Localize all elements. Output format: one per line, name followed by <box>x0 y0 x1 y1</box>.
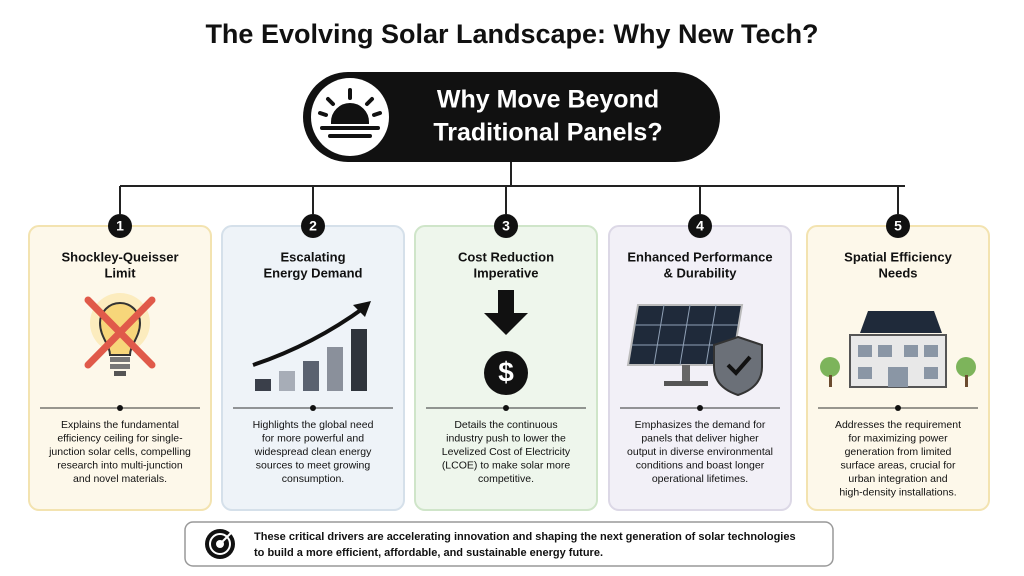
card-title: Escalating <box>280 249 345 264</box>
card-title: Enhanced Performance <box>627 249 772 264</box>
footer-line: These critical drivers are accelerating … <box>254 531 796 543</box>
card-title: Energy Demand <box>264 265 363 280</box>
divider-dot <box>503 405 509 411</box>
card-title: Imperative <box>473 265 538 280</box>
card-number: 3 <box>502 218 510 234</box>
divider-dot <box>310 405 316 411</box>
card-description: consumption. <box>282 473 344 485</box>
card-number: 1 <box>116 218 124 234</box>
card-description: for more powerful and <box>262 432 364 444</box>
number-badge <box>301 214 325 238</box>
footer-box <box>184 521 834 567</box>
card-description: surface areas, crucial for <box>841 459 956 471</box>
header-pill <box>303 72 720 162</box>
card-description: for maximizing power <box>848 432 948 444</box>
card-description: operational lifetimes. <box>652 473 748 485</box>
card-description: Emphasizes the demand for <box>635 419 766 431</box>
card-description: Details the continuous <box>454 419 557 431</box>
card-description: panels that deliver higher <box>641 432 759 444</box>
target-icon <box>205 529 235 559</box>
lightbulb-icon <box>84 293 156 376</box>
divider-dot <box>117 405 123 411</box>
card-description: (LCOE) to make solar more <box>442 459 571 471</box>
divider-dot <box>697 405 703 411</box>
card-title: Limit <box>104 265 136 280</box>
growth-chart-icon <box>252 301 371 391</box>
card-number: 2 <box>309 218 317 234</box>
card-title: Spatial Efficiency <box>844 249 952 264</box>
card-description: Highlights the global need <box>253 419 374 431</box>
card-description: Addresses the requirement <box>835 419 961 431</box>
sun-icon <box>318 88 382 138</box>
card-description: widespread clean energy <box>254 446 372 458</box>
card-description: urban integration and <box>848 473 947 485</box>
card-description: junction solar cells, compelling <box>48 446 191 458</box>
card-description: sources to meet growing <box>256 459 371 471</box>
card-description: generation from limited <box>845 446 952 458</box>
card-title: & Durability <box>664 265 738 280</box>
connector <box>120 162 905 187</box>
card-number: 5 <box>894 218 902 234</box>
number-badge <box>494 214 518 238</box>
divider-dot <box>895 405 901 411</box>
card-description: Explains the fundamental <box>61 419 179 431</box>
card-description: output in diverse environmental <box>627 446 773 458</box>
cost-icon: $ <box>484 290 528 395</box>
page-title: The Evolving Solar Landscape: Why New Te… <box>205 19 818 49</box>
card-description: Levelized Cost of Electricity <box>442 446 571 458</box>
footer-line: to build a more efficient, affordable, a… <box>254 547 603 559</box>
card-description: and novel materials. <box>73 473 167 485</box>
card-title: Shockley-Queisser <box>61 249 178 264</box>
card-description: competitive. <box>478 473 534 485</box>
building-icon <box>820 311 976 388</box>
card-description: research into multi-junction <box>57 459 183 471</box>
number-badge <box>688 214 712 238</box>
card-title: Needs <box>878 265 917 280</box>
svg-text:$: $ <box>498 356 514 387</box>
card-description: high-density installations. <box>839 486 956 498</box>
card-number: 4 <box>696 218 704 234</box>
number-badge <box>886 214 910 238</box>
number-badge <box>108 214 132 238</box>
card-title: Cost Reduction <box>458 249 554 264</box>
solar-panel-icon <box>626 304 763 397</box>
card-description: efficiency ceiling for single- <box>57 432 183 444</box>
header-line: Traditional Panels? <box>433 119 662 147</box>
card-description: conditions and boast longer <box>636 459 765 471</box>
card-description: industry push to lower the <box>446 432 566 444</box>
header-line: Why Move Beyond <box>437 86 659 114</box>
